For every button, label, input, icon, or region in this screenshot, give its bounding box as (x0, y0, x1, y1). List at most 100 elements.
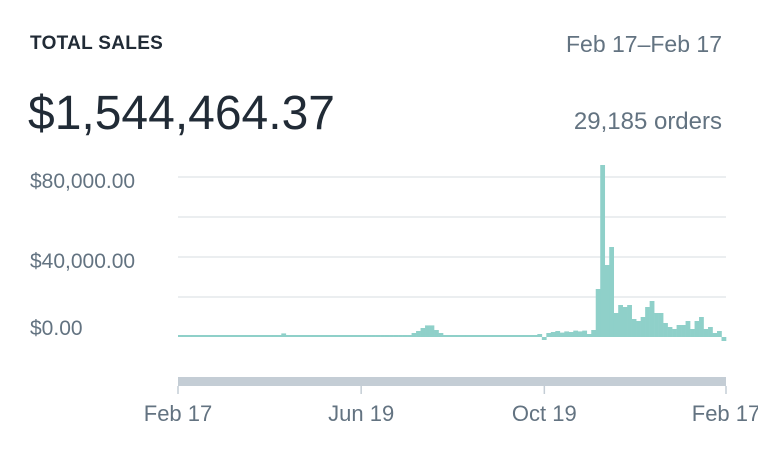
bar (308, 335, 314, 337)
bar (694, 321, 700, 337)
bar (245, 335, 251, 337)
bar (622, 307, 628, 337)
bar (389, 335, 394, 337)
bar (303, 335, 309, 337)
bar (294, 335, 300, 337)
bar (263, 335, 269, 337)
bar (281, 333, 287, 337)
bar (330, 335, 336, 337)
bar (357, 335, 363, 337)
bar (577, 331, 583, 337)
bar (429, 325, 435, 337)
bar (559, 332, 565, 337)
bar (425, 325, 430, 337)
bar (672, 329, 677, 337)
bar (371, 335, 376, 337)
bar (348, 335, 354, 337)
bar (317, 335, 323, 337)
total-sales-value: $1,544,464.37 (28, 87, 335, 140)
bar (384, 335, 390, 337)
bar (290, 335, 296, 337)
bar (640, 317, 646, 337)
bar (456, 335, 462, 337)
bar (510, 335, 516, 337)
bar (411, 333, 417, 337)
bar (267, 335, 273, 337)
bar (532, 335, 538, 337)
bar (595, 289, 601, 337)
bar (209, 335, 215, 337)
bar (249, 335, 255, 337)
bar (573, 330, 579, 337)
bar (478, 335, 484, 337)
bar (609, 247, 615, 337)
range-scrollbar[interactable] (178, 377, 726, 386)
bar (344, 335, 349, 337)
bar (204, 335, 210, 337)
bar (505, 335, 511, 337)
bar (191, 335, 197, 337)
y-tick-label: $80,000.00 (30, 170, 135, 193)
bar (546, 333, 552, 337)
bar (492, 335, 498, 337)
bar (213, 335, 219, 337)
orders-count: 29,185 orders (573, 108, 722, 135)
bar (681, 325, 686, 337)
x-tick-label: Jun 19 (328, 401, 394, 426)
bar (178, 335, 183, 337)
bar (654, 313, 659, 337)
bar (240, 335, 246, 337)
bar (375, 335, 381, 337)
x-tick-label: Feb 17 (144, 401, 213, 426)
bar (195, 335, 201, 337)
bar (649, 301, 655, 337)
bar (604, 265, 610, 337)
bar (658, 313, 664, 337)
bar (393, 335, 399, 337)
bar (299, 335, 305, 337)
bar (474, 335, 480, 337)
bar (231, 335, 237, 337)
bar (321, 335, 327, 337)
bar (550, 332, 556, 337)
bar (523, 335, 529, 337)
bar (627, 305, 632, 337)
bar (591, 330, 597, 337)
bar (416, 331, 421, 337)
bar (218, 335, 224, 337)
bar (483, 335, 489, 337)
bar (227, 335, 233, 337)
bar (631, 319, 637, 337)
bar (712, 333, 718, 337)
bar (690, 329, 695, 337)
y-tick-label: $40,000.00 (30, 250, 135, 273)
bar (636, 321, 641, 337)
bar (568, 332, 574, 337)
bar (272, 335, 278, 337)
bar (326, 335, 332, 337)
bar (380, 335, 385, 337)
bar (555, 331, 561, 337)
bar (285, 335, 291, 337)
bar (258, 335, 264, 337)
bar (685, 321, 691, 337)
bar (613, 313, 619, 337)
bar (254, 335, 260, 337)
bar (362, 335, 367, 337)
bar (667, 327, 673, 337)
bar (276, 335, 282, 337)
bar (222, 335, 228, 337)
bar (402, 335, 408, 337)
bar (582, 330, 588, 337)
date-range: Feb 17–Feb 17 (565, 31, 722, 57)
bar (407, 335, 412, 337)
bar (469, 335, 475, 337)
bar (721, 337, 727, 341)
bar (586, 334, 592, 337)
bar (335, 335, 341, 337)
bar (564, 331, 570, 337)
bar (708, 327, 713, 337)
bar (339, 335, 345, 337)
bar (600, 165, 606, 337)
total-sales-title: TOTAL SALES (30, 33, 164, 54)
